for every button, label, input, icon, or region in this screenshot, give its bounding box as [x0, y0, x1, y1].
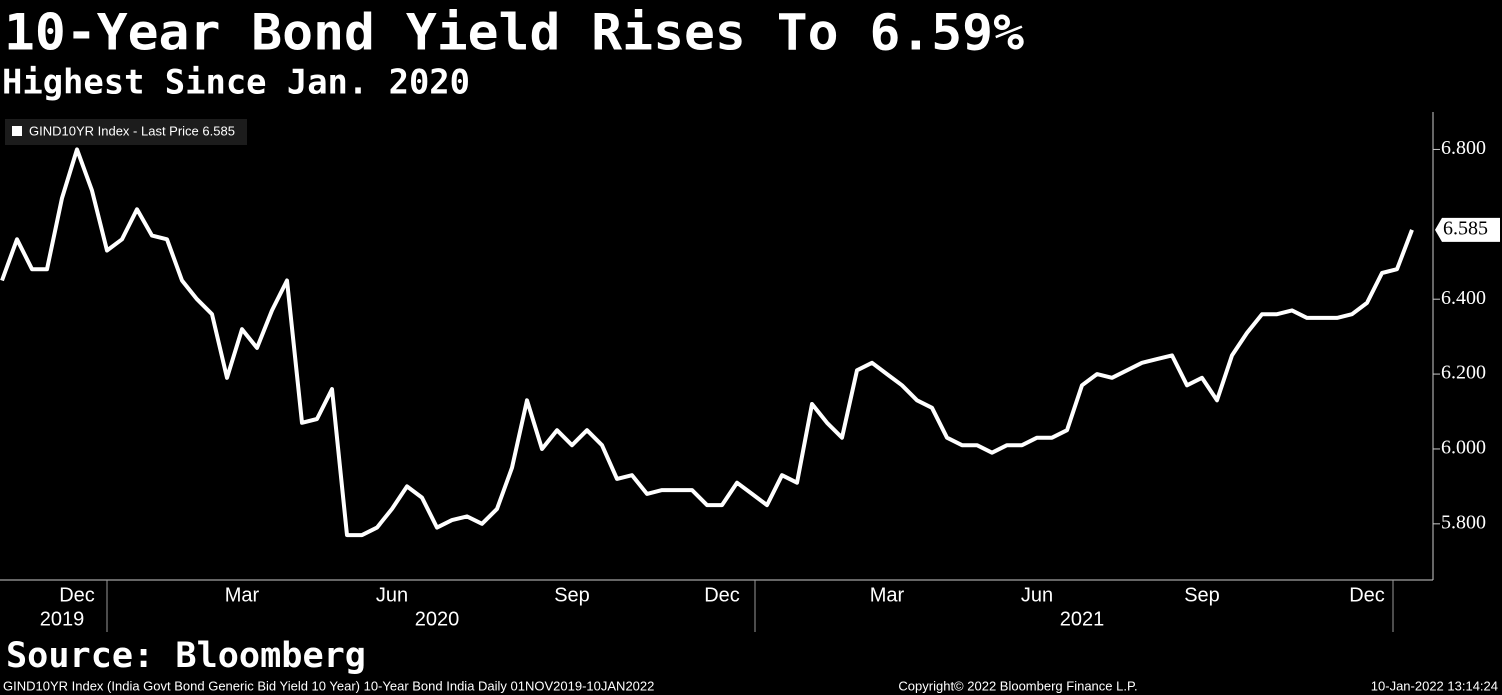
x-tick-label: Jun — [1021, 584, 1053, 606]
price-line — [0, 147, 1414, 538]
legend-label: GIND10YR Index - Last Price 6.585 — [29, 123, 235, 138]
x-tick-label: Dec — [704, 584, 740, 606]
x-year-label: 2020 — [415, 608, 460, 630]
chart-title: 10-Year Bond Yield Rises To 6.59% — [4, 4, 1024, 62]
x-tick-label: Sep — [554, 584, 590, 606]
legend-swatch — [12, 126, 22, 136]
source: Source: Bloomberg — [6, 636, 366, 676]
y-tick-label: 5.800 — [1441, 511, 1486, 533]
last-price-label: 6.585 — [1443, 218, 1488, 240]
footer-left: GIND10YR Index (India Govt Bond Generic … — [3, 678, 654, 693]
chart-subtitle: Highest Since Jan. 2020 — [2, 63, 470, 103]
y-tick-label: 6.200 — [1441, 362, 1486, 384]
legend-box — [5, 119, 247, 145]
last-price-box — [1435, 217, 1500, 242]
y-tick-label: 6.000 — [1441, 437, 1486, 459]
footer-right: 10-Jan-2022 13:14:24 — [1371, 678, 1498, 693]
x-tick-label: Dec — [59, 584, 95, 606]
x-tick-label: Jun — [376, 584, 408, 606]
x-year-label: 2019 — [40, 608, 85, 630]
footer-center: Copyright© 2022 Bloomberg Finance L.P. — [898, 678, 1137, 693]
x-year-label: 2021 — [1060, 608, 1105, 630]
y-tick-label: 6.800 — [1441, 137, 1486, 159]
x-tick-label: Mar — [870, 584, 905, 606]
x-tick-label: Dec — [1349, 584, 1385, 606]
x-tick-label: Mar — [225, 584, 260, 606]
y-tick-label: 6.400 — [1441, 287, 1486, 309]
x-tick-label: Sep — [1184, 584, 1220, 606]
